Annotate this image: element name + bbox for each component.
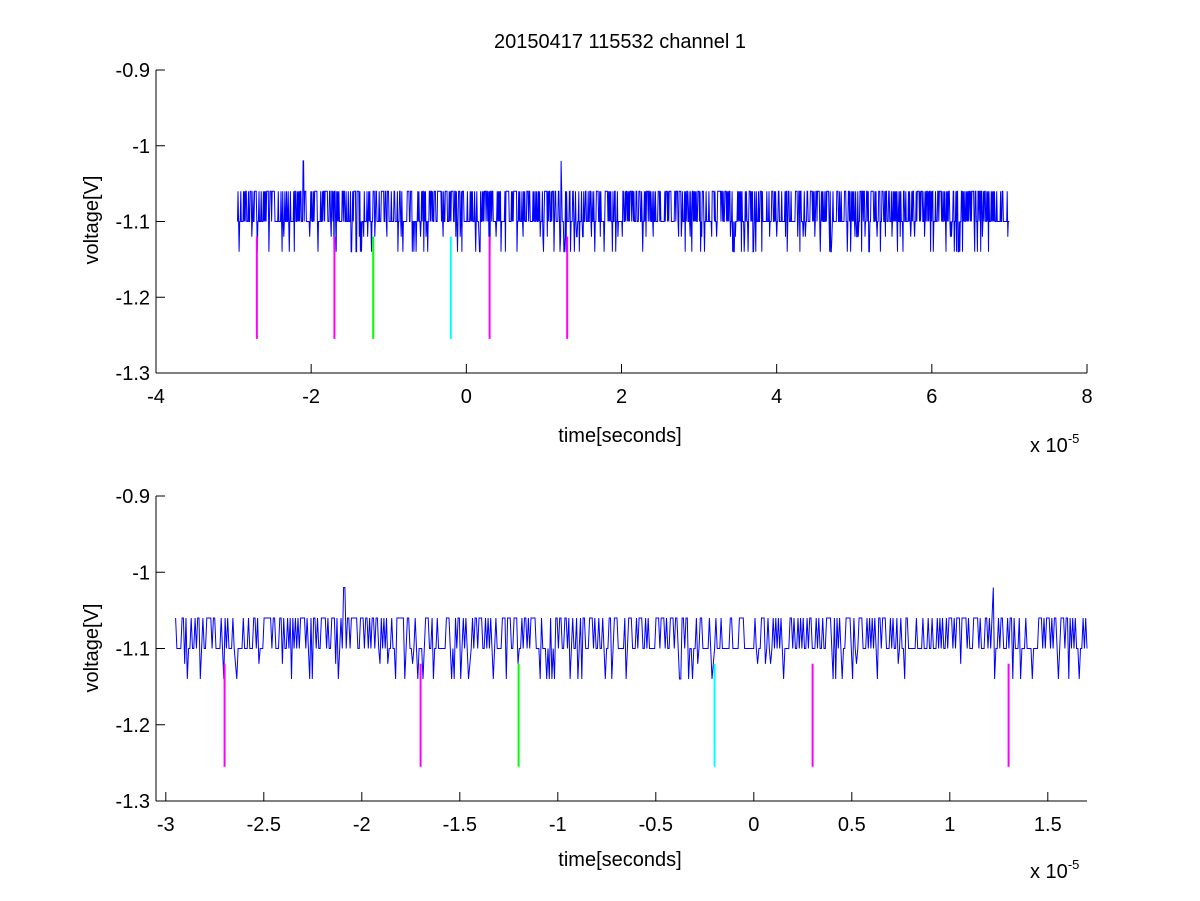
- x-tick-label: 6: [926, 386, 937, 408]
- event-markers: [223, 663, 1010, 767]
- y-tick-labels: -0.9 -1 -1.1 -1.2 -1.3: [116, 486, 150, 813]
- x-tick-labels: -3 -2.5 -2 -1.5 -1 -0.5 0 0.5 1 1.5: [157, 814, 1062, 836]
- y-tick-label: -1: [132, 562, 150, 584]
- axes-frame: [155, 495, 1087, 802]
- x-tick-label: -0.5: [639, 814, 673, 836]
- x-axis-label: time[seconds]: [558, 849, 681, 871]
- x-tick-label: 0.5: [838, 814, 866, 836]
- y-tick-label: -1.2: [116, 715, 150, 737]
- figure-title: 20150417 115532 channel 1: [494, 31, 746, 53]
- y-axis-label: voltage[V]: [81, 176, 103, 265]
- signal-trace: [175, 587, 1088, 680]
- y-tick-label: -1.1: [116, 639, 150, 661]
- y-tick-label: -1.3: [116, 363, 150, 385]
- x-tick-label: 2: [616, 386, 627, 408]
- y-axis-label: voltage[V]: [81, 604, 103, 693]
- x-tick-label: -3: [157, 814, 175, 836]
- x-tick-label: 8: [1081, 386, 1092, 408]
- event-markers: [255, 236, 569, 339]
- y-tick-label: -1.3: [116, 791, 150, 813]
- x-tick-labels: -4 -2 0 2 4 6 8: [147, 386, 1092, 408]
- y-tick-labels: -0.9 -1 -1.1 -1.2 -1.3: [116, 60, 150, 385]
- x-tick-label: -2.5: [247, 814, 281, 836]
- plot-overview: -4 -2 0 2 4 6 8 -0.9 -1 -1.1 -1.2 -1.3 time[second…: [81, 60, 1093, 457]
- y-tick-label: -1: [132, 136, 150, 158]
- x-tick-label: -1.5: [443, 814, 477, 836]
- x-tick-label: -1: [549, 814, 567, 836]
- plot-zoom: -3 -2.5 -2 -1.5 -1 -0.5 0 0.5 1 1.5 -0.9 -1 -1.1 -1.…: [81, 486, 1088, 883]
- x-tick-label: 0: [461, 386, 472, 408]
- x-tick-label: 1: [944, 814, 955, 836]
- x-tick-label: 1.5: [1034, 814, 1062, 836]
- x-tick-label: -4: [147, 386, 165, 408]
- signal-line: [237, 160, 1010, 253]
- x-axis-label: time[seconds]: [558, 425, 681, 447]
- x-exponent-label: x 10-5: [1030, 857, 1079, 883]
- signal-line: [175, 587, 1088, 680]
- y-tick-label: -1.2: [116, 287, 150, 309]
- y-tick-label: -0.9: [116, 486, 150, 508]
- x-exponent-label: x 10-5: [1030, 431, 1079, 457]
- x-tick-label: 0: [748, 814, 759, 836]
- x-tick-label: -2: [302, 386, 320, 408]
- signal-trace: [237, 160, 1010, 253]
- y-tick-label: -1.1: [116, 212, 150, 234]
- x-tick-label: 4: [771, 386, 782, 408]
- x-tick-label: -2: [353, 814, 371, 836]
- y-tick-label: -0.9: [116, 60, 150, 82]
- axes-frame: [155, 69, 1088, 374]
